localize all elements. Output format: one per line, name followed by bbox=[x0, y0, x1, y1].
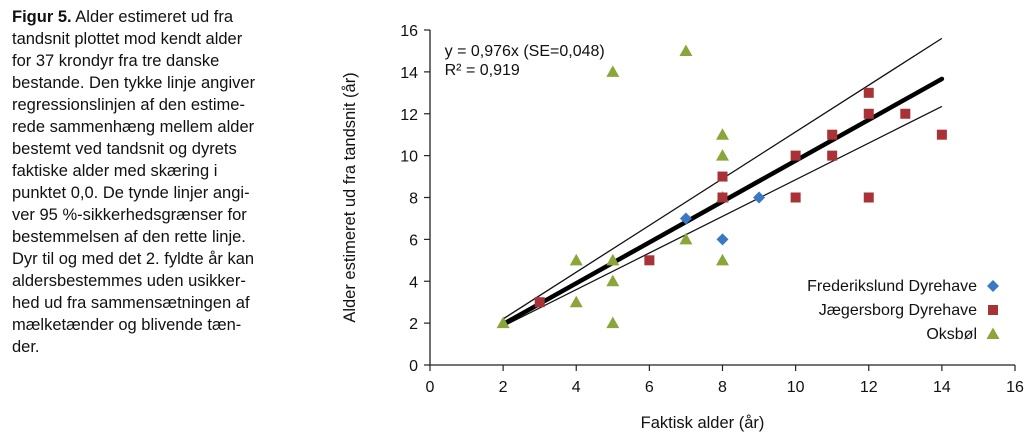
confidence-band-line bbox=[502, 105, 943, 327]
data-point-diamond bbox=[679, 212, 692, 225]
legend-label: Frederikslund Dyrehave bbox=[807, 278, 977, 295]
data-point-square bbox=[644, 255, 655, 266]
data-point-square bbox=[863, 108, 874, 119]
x-tick-label: 6 bbox=[645, 379, 654, 396]
data-point-square bbox=[717, 192, 728, 203]
data-point-square bbox=[827, 150, 838, 161]
y-tick-label: 12 bbox=[400, 107, 418, 124]
caption-line: mælketænder og blivende tæn- bbox=[12, 316, 242, 334]
data-point-square bbox=[790, 192, 801, 203]
data-point-triangle bbox=[569, 253, 583, 266]
data-point-triangle bbox=[496, 316, 510, 329]
data-point-triangle bbox=[679, 44, 693, 56]
data-point-triangle bbox=[606, 253, 620, 266]
y-tick-label: 16 bbox=[400, 23, 418, 40]
caption-line: Alder estimeret ud fra bbox=[71, 8, 234, 26]
x-tick-label: 8 bbox=[718, 379, 727, 396]
data-point-square bbox=[936, 129, 947, 140]
y-tick-label: 2 bbox=[409, 316, 418, 333]
y-tick-label: 0 bbox=[409, 358, 418, 375]
y-tick-label: 6 bbox=[409, 232, 418, 249]
figure-label: Figur 5. bbox=[12, 8, 72, 26]
r-squared-label: R² = 0,919 bbox=[445, 62, 520, 79]
x-tick-label: 14 bbox=[933, 379, 951, 396]
x-tick-label: 10 bbox=[787, 379, 805, 396]
x-tick-label: 2 bbox=[499, 379, 508, 396]
legend-label: Jægersborg Dyrehave bbox=[819, 302, 977, 319]
legend-marker-square bbox=[988, 305, 998, 315]
x-axis-label: Faktisk alder (år) bbox=[641, 414, 765, 432]
caption-line: bestemt ved tandsnit og dyrets bbox=[12, 140, 237, 158]
x-tick-label: 4 bbox=[572, 379, 581, 396]
data-point-triangle bbox=[606, 316, 620, 329]
y-axis-label: Alder estimeret ud fra tandsnit (år) bbox=[341, 72, 359, 322]
caption-line: punktet 0,0. De tynde linjer angi- bbox=[12, 184, 250, 202]
data-point-square bbox=[790, 150, 801, 161]
data-point-triangle bbox=[716, 128, 729, 140]
data-point-triangle bbox=[606, 274, 620, 287]
data-point-square bbox=[717, 171, 728, 182]
data-point-diamond bbox=[753, 191, 766, 204]
y-tick-label: 4 bbox=[409, 274, 418, 291]
caption-line: Dyr til og med det 2. fyldte år kan bbox=[12, 250, 255, 268]
regression-equation: y = 0,976x (SE=0,048) bbox=[445, 43, 605, 60]
data-point-triangle bbox=[716, 149, 729, 161]
data-point-square bbox=[863, 192, 874, 203]
data-point-square bbox=[900, 108, 911, 119]
x-tick-label: 16 bbox=[1006, 379, 1024, 396]
caption-line: bestande. Den tykke linje angiver bbox=[12, 74, 256, 92]
caption-line: der. bbox=[12, 338, 40, 356]
caption-line: hed ud fra sammensætningen af bbox=[12, 294, 250, 312]
y-tick-label: 8 bbox=[409, 191, 418, 208]
legend-marker-diamond bbox=[987, 280, 999, 292]
caption-line: rede sammenhæng mellem alder bbox=[12, 118, 255, 136]
data-point-square bbox=[827, 129, 838, 140]
data-point-square bbox=[863, 87, 874, 98]
scatter-chart: 0 2 4 6 8 10 12 14 16 0 2 4 6 8 10 12 14 16 Faktisk alder … bbox=[341, 23, 1024, 432]
figure-caption: Figur 5. Alder estimeret ud fra tandsnit … bbox=[12, 6, 312, 358]
caption-line: faktiske alder med skæring i bbox=[12, 162, 218, 180]
legend-label: Oksbøl bbox=[926, 326, 977, 343]
caption-line: aldersbestemmes uden usikker- bbox=[12, 272, 246, 290]
caption-line: tandsnit plottet mod kendt alder bbox=[12, 30, 243, 48]
data-point-diamond bbox=[716, 233, 729, 246]
data-point-triangle bbox=[716, 253, 729, 266]
data-point-triangle bbox=[679, 232, 693, 245]
data-point-triangle bbox=[569, 295, 583, 308]
legend-marker-triangle bbox=[986, 327, 1000, 339]
x-tick-label: 12 bbox=[860, 379, 878, 396]
caption-line: for 37 krondyr fra tre danske bbox=[12, 52, 220, 70]
caption-line: ver 95 %-sikkerhedsgrænser for bbox=[12, 206, 247, 224]
y-tick-label: 14 bbox=[400, 65, 418, 82]
caption-line: bestemmelsen af den rette linje. bbox=[12, 228, 246, 246]
x-tick-label: 0 bbox=[426, 379, 435, 396]
data-point-square bbox=[534, 297, 545, 308]
caption-line: regressionslinjen af den estime- bbox=[12, 96, 245, 114]
data-point-triangle bbox=[606, 65, 620, 77]
y-tick-label: 10 bbox=[400, 149, 418, 166]
